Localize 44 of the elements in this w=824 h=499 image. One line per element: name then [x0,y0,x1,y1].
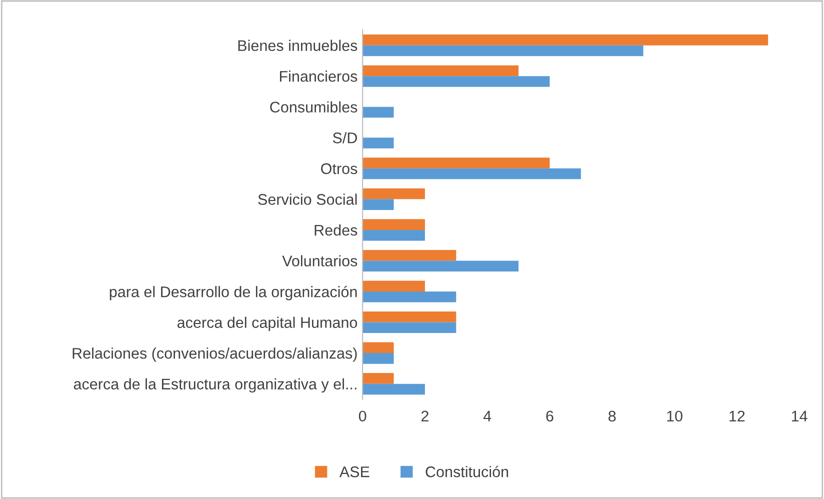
bar [362,292,456,302]
y-tick-label: Relaciones (convenios/acuerdos/alianzas) [72,348,357,362]
bar [362,45,644,56]
bar [362,260,519,272]
y-tick-label: Consumibles [270,101,358,113]
y-tick-label: acerca del capital Humano [177,316,358,331]
bar [362,280,425,292]
x-tick-label: 12 [730,410,745,422]
y-tick-label: Financieros [280,70,358,82]
x-tick-label: 10 [667,410,682,422]
bar [362,168,581,180]
y-tick-label: Otros [321,163,358,174]
legend-label: ASE [339,466,370,478]
y-tick-label: Redes [314,224,358,236]
y-tick-label: para el Desarrollo de la organización [110,286,357,300]
bar [362,353,394,364]
y-tick-label: S/D [332,132,357,144]
legend-label: Constitución [426,466,508,478]
x-tick-label: 8 [608,410,616,422]
bar [362,250,456,261]
bar [362,312,456,322]
bar [362,34,768,46]
bar [362,188,425,200]
bar [362,384,425,395]
bar [362,322,456,334]
bar [362,219,425,230]
y-tick-label: Servicio Social [258,194,357,205]
bar [362,230,425,241]
y-tick-label: acerca de la Estructura organizativa y el... [74,378,356,393]
y-tick-label: Voluntarios [282,255,358,266]
x-tick-label: 0 [358,410,366,422]
x-tick-label: 2 [421,410,428,422]
bar [362,342,394,354]
x-tick-label: 6 [546,410,554,422]
bar [362,138,394,148]
x-tick-label: 4 [483,410,492,422]
y-tick-label: Bienes inmuebles [238,40,358,52]
bar [362,158,550,168]
x-tick-label: 14 [792,410,808,422]
bar [362,199,394,210]
bar [362,373,394,384]
bar [362,65,519,76]
bar [362,106,394,118]
bar [362,76,550,87]
